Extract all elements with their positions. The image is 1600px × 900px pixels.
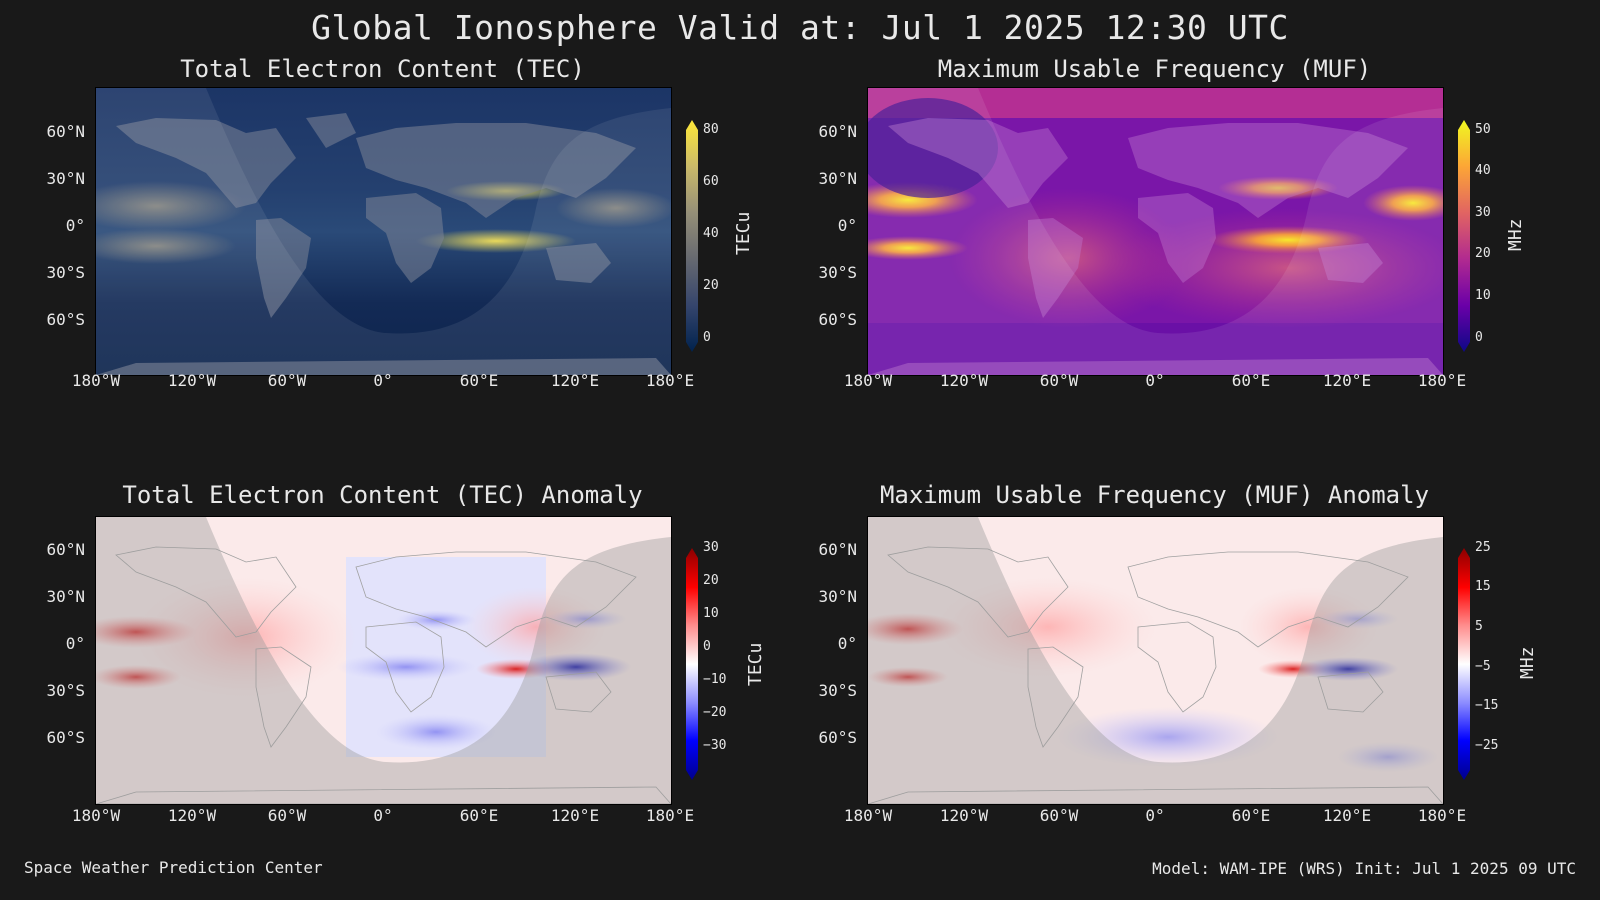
lon-label: 60°E [1231, 806, 1271, 825]
colorbar-tick: −20 [703, 705, 727, 720]
lat-label: 30°N [818, 587, 857, 606]
colorbar-tick: −5 [1475, 659, 1491, 674]
lon-label: 120°E [550, 371, 600, 390]
lon-label: 180°W [843, 371, 893, 390]
colorbar-tick: −25 [1475, 738, 1499, 753]
lon-label: 60°W [267, 806, 307, 825]
lon-label: 120°E [1322, 806, 1372, 825]
colorbar-tick: 60 [703, 174, 719, 189]
colorbar-tick: 10 [703, 606, 719, 621]
lon-label: 180°W [843, 806, 893, 825]
colorbar-tick: −10 [703, 672, 727, 687]
lon-label: 60°W [1039, 371, 1079, 390]
lat-label: 30°S [46, 263, 85, 282]
lat-label: 0° [837, 216, 857, 235]
colorbar-tick: 25 [1475, 540, 1491, 555]
tec-map [95, 87, 672, 376]
colorbar-tick: 50 [1475, 122, 1491, 137]
lat-label: 30°S [46, 681, 85, 700]
colorbar-label: TECu [733, 211, 754, 255]
lat-label: 30°N [818, 169, 857, 188]
lon-label: 120°E [1322, 371, 1372, 390]
colorbar-tick: 30 [703, 540, 719, 555]
lon-label: 180°E [645, 806, 695, 825]
lat-label: 60°N [46, 122, 85, 141]
tec-anomaly-map [95, 516, 672, 805]
colorbar-tick: 80 [703, 122, 719, 137]
footer-model-info: Model: WAM-IPE (WRS) Init: Jul 1 2025 09… [1152, 859, 1576, 878]
panel-tec-anomaly: Total Electron Content (TEC) Anomaly [40, 481, 820, 883]
panel-tec: Total Electron Content (TEC) [40, 55, 820, 455]
lat-label: 60°S [46, 728, 85, 747]
lat-label: 0° [65, 634, 85, 653]
lat-label: 0° [837, 634, 857, 653]
colorbar-tick: 0 [703, 330, 711, 345]
lon-label: 180°W [71, 806, 121, 825]
lon-label: 180°W [71, 371, 121, 390]
lat-label: 60°N [46, 540, 85, 559]
lat-label: 60°S [818, 728, 857, 747]
colorbar-tick: 40 [703, 226, 719, 241]
lon-label: 0° [373, 371, 393, 390]
lat-label: 60°S [818, 310, 857, 329]
panel-title: Maximum Usable Frequency (MUF) Anomaly [879, 481, 1430, 509]
lon-label: 120°W [939, 806, 989, 825]
colorbar-tick: 10 [1475, 288, 1491, 303]
colorbar-label: TECu [745, 642, 766, 686]
lon-label: 180°E [645, 371, 695, 390]
lon-label: 60°E [1231, 371, 1271, 390]
colorbar-tick: 5 [1475, 619, 1483, 634]
lon-label: 60°W [267, 371, 307, 390]
lon-label: 60°W [1039, 806, 1079, 825]
colorbar-tick: 0 [703, 639, 711, 654]
figure-title: Global Ionosphere Valid at: Jul 1 2025 1… [311, 8, 1289, 47]
lat-label: 30°S [818, 681, 857, 700]
lat-label: 30°N [46, 587, 85, 606]
lat-label: 60°N [818, 540, 857, 559]
lon-label: 0° [373, 806, 393, 825]
panel-title: Maximum Usable Frequency (MUF) [937, 55, 1372, 83]
lon-label: 0° [1145, 806, 1165, 825]
panel-title: Total Electron Content (TEC) [180, 55, 585, 83]
lon-label: 120°W [167, 371, 217, 390]
colorbar-tick: 20 [703, 278, 719, 293]
colorbar-tick: 0 [1475, 330, 1483, 345]
colorbar-tick: −15 [1475, 698, 1499, 713]
panel-muf: Maximum Usable Frequency (MUF) [812, 55, 1592, 455]
colorbar-label: MHz [1517, 646, 1538, 679]
colorbar [1458, 120, 1470, 352]
panel-muf-anomaly: Maximum Usable Frequency (MUF) Anomaly [812, 481, 1592, 883]
colorbar-tick: −30 [703, 738, 727, 753]
lat-label: 30°N [46, 169, 85, 188]
lat-label: 60°N [818, 122, 857, 141]
lon-label: 180°E [1417, 806, 1467, 825]
lat-label: 60°S [46, 310, 85, 329]
lon-label: 60°E [459, 371, 499, 390]
colorbar-label: MHz [1505, 218, 1526, 251]
lon-label: 60°E [459, 806, 499, 825]
lon-label: 0° [1145, 371, 1165, 390]
colorbar-tick: 15 [1475, 579, 1491, 594]
lon-label: 180°E [1417, 371, 1467, 390]
colorbar [686, 548, 698, 780]
colorbar-tick: 20 [703, 573, 719, 588]
muf-map [867, 87, 1444, 376]
panel-title: Total Electron Content (TEC) Anomaly [122, 481, 643, 509]
lat-label: 30°S [818, 263, 857, 282]
colorbar [1458, 548, 1470, 780]
muf-anomaly-map [867, 516, 1444, 805]
lon-label: 120°W [939, 371, 989, 390]
footer-credit: Space Weather Prediction Center [24, 858, 323, 877]
lon-label: 120°E [550, 806, 600, 825]
colorbar [686, 120, 698, 352]
colorbar-tick: 20 [1475, 246, 1491, 261]
lat-label: 0° [65, 216, 85, 235]
colorbar-tick: 40 [1475, 163, 1491, 178]
lon-label: 120°W [167, 806, 217, 825]
colorbar-tick: 30 [1475, 205, 1491, 220]
